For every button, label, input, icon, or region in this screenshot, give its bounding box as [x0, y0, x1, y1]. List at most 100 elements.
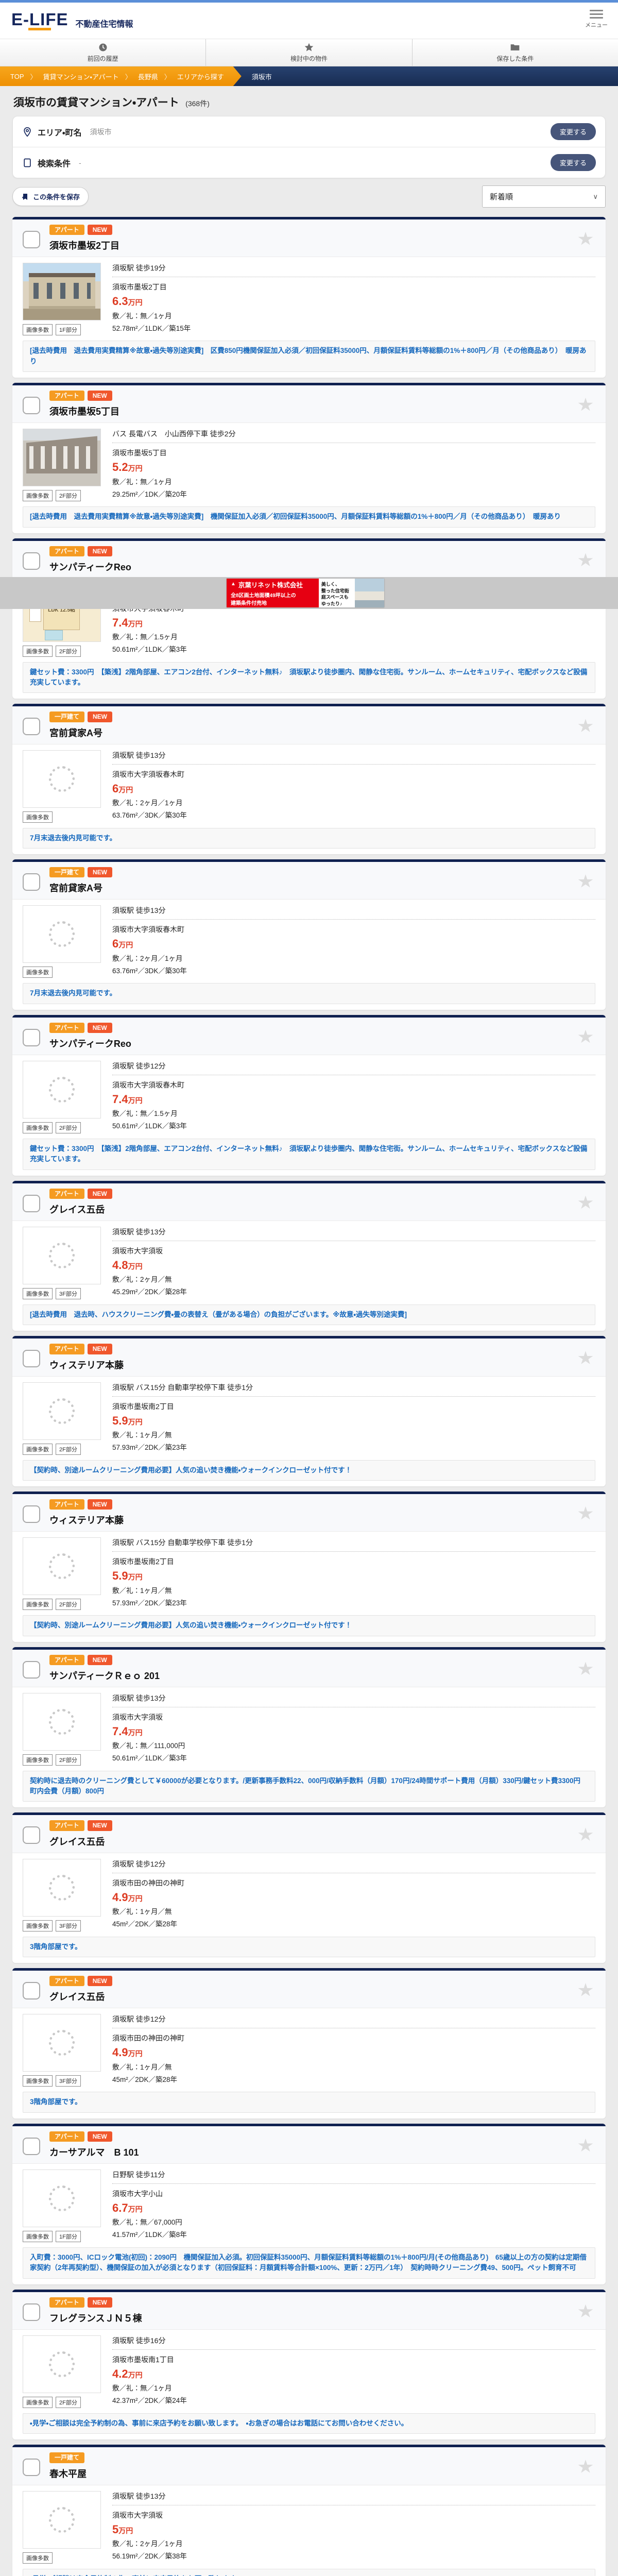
filter-area-value: 須坂市 — [90, 127, 112, 136]
listing-title[interactable]: ウィステリア本藤 — [49, 1515, 124, 1526]
listing-deposit: 敷／礼：2ヶ月／無 — [112, 1276, 172, 1284]
breadcrumb-item[interactable]: 賃貸マンション・アパート — [43, 73, 119, 81]
listing-checkbox[interactable] — [23, 1982, 40, 2000]
listing-thumbnail[interactable] — [23, 1858, 101, 1917]
listing-title[interactable]: 宮前貸家A号 — [49, 883, 102, 894]
listing-thumbnail[interactable] — [23, 2170, 101, 2228]
listing-title[interactable]: サンパティークReo — [49, 562, 131, 572]
breadcrumb-item[interactable]: 長野県 — [138, 73, 158, 81]
favorite-star-icon[interactable] — [578, 719, 593, 732]
listing-title[interactable]: 須坂市墨坂5丁目 — [49, 406, 120, 417]
favorite-star-icon[interactable] — [578, 232, 593, 245]
new-badge: NEW — [87, 225, 112, 235]
listing-thumbnail[interactable] — [23, 2014, 101, 2072]
listing-header: アパート NEW サンパティークReo — [12, 540, 606, 579]
favorite-star-icon[interactable] — [578, 397, 593, 411]
listing-title[interactable]: 春木平屋 — [49, 2468, 87, 2479]
favorite-star-icon[interactable] — [578, 1029, 593, 1043]
save-conditions-button[interactable]: この条件を保存 — [12, 187, 89, 206]
menu-button[interactable]: メニュー — [585, 8, 608, 29]
breadcrumb-item[interactable]: TOP — [10, 72, 24, 80]
listing-title[interactable]: 須坂市墨坂2丁目 — [49, 241, 120, 251]
property-type-badge: 一戸建て — [49, 711, 85, 722]
property-type-badge: アパート — [49, 2131, 84, 2142]
chevron-right-icon: 〉 — [125, 73, 132, 81]
listing-checkbox[interactable] — [23, 396, 40, 414]
photo-label: 2F部分 — [56, 2396, 81, 2408]
listing-checkbox[interactable] — [23, 1028, 40, 1046]
listing-checkbox[interactable] — [23, 1826, 40, 1844]
listing-thumbnail[interactable] — [23, 429, 101, 487]
favorite-star-icon[interactable] — [578, 1506, 593, 1520]
listing-checkbox[interactable] — [23, 1660, 40, 1679]
favorite-star-icon[interactable] — [578, 1983, 593, 1996]
listing-title[interactable]: サンパティークＲｅｏ 201 — [49, 1670, 160, 1681]
listing-thumbnail[interactable] — [23, 905, 101, 963]
favorite-star-icon[interactable] — [578, 2304, 593, 2318]
ad-banner[interactable]: ▲ 京葉リネット株式会社 全8区画土地面積49坪以上の 建築条件付売地 美しく、 整った住… — [227, 578, 384, 607]
listing-checkbox[interactable] — [23, 2303, 40, 2321]
listing-title[interactable]: カーサアルマ B 101 — [49, 2147, 139, 2158]
favorite-star-icon[interactable] — [578, 1827, 593, 1841]
listing-header: アパート NEW カーサアルマ B 101 — [12, 2126, 606, 2164]
favorite-star-icon[interactable] — [578, 874, 593, 888]
listing-checkbox[interactable] — [23, 231, 40, 248]
listing-title[interactable]: ウィステリア本藤 — [49, 1360, 124, 1370]
listing-thumbnail[interactable] — [23, 1692, 101, 1751]
nav-item-favorites[interactable]: 検討中の物件 — [206, 39, 413, 66]
listing-size: 50.61m²／1LDK／築3年 — [112, 1122, 187, 1130]
listing-title[interactable]: グレイス五岳 — [49, 1836, 105, 1847]
favorite-star-icon[interactable] — [578, 2460, 593, 2473]
price-unit: 万円 — [128, 1728, 143, 1737]
change-conditions-button[interactable]: 変更する — [550, 154, 596, 171]
nav-item-saved-conditions[interactable]: 保存した条件 — [413, 39, 618, 66]
listing-checkbox[interactable] — [23, 873, 40, 891]
favorite-star-icon[interactable] — [578, 1195, 593, 1209]
listings: アパート NEW 須坂市墨坂2丁目 画像多数 1F部分 須坂駅 徒歩19分 須坂市… — [0, 217, 618, 2576]
listing-thumbnail[interactable] — [23, 1382, 101, 1440]
listing-thumbnail[interactable] — [23, 263, 101, 321]
listing-title[interactable]: サンパティークReo — [49, 1039, 131, 1049]
result-count: (368件) — [185, 99, 210, 108]
listing-thumbnail[interactable] — [23, 1226, 101, 1284]
listing-checkbox[interactable] — [23, 552, 40, 570]
listing-thumbnail[interactable] — [23, 1061, 101, 1119]
listing-thumbnail[interactable] — [23, 2335, 101, 2393]
change-area-button[interactable]: 変更する — [550, 123, 596, 140]
loading-spinner-icon — [46, 764, 77, 794]
photo-label: 画像多数 — [23, 1599, 53, 1611]
nav-item-history[interactable]: 前回の履歴 — [0, 39, 207, 66]
listing-title[interactable]: グレイス五岳 — [49, 1992, 105, 2003]
favorite-star-icon[interactable] — [578, 2138, 593, 2152]
listing-checkbox[interactable] — [23, 2137, 40, 2155]
favorite-star-icon[interactable] — [578, 1662, 593, 1675]
listing-title[interactable]: グレイス五岳 — [49, 1204, 105, 1215]
loading-spinner-icon — [46, 2183, 77, 2214]
listing-address: 須坂市大字須坂 — [112, 2511, 163, 2519]
listing-station: 須坂駅 徒歩13分 — [112, 1227, 595, 1241]
document-icon — [24, 158, 31, 167]
listing-checkbox[interactable] — [23, 718, 40, 736]
listing-checkbox[interactable] — [23, 1350, 40, 1368]
listing-deposit: 敷／礼：無／1ヶ月 — [112, 2384, 172, 2393]
sort-dropdown[interactable]: 新着順 ∨ — [482, 185, 606, 208]
listing-thumbnail[interactable] — [23, 750, 101, 808]
breadcrumb-item[interactable]: エリアから探す — [177, 73, 224, 81]
breadcrumb-links: TOP 〉 賃貸マンション・アパート 〉 長野県 〉 エリアから探す — [0, 66, 242, 86]
listing-checkbox[interactable] — [23, 1505, 40, 1523]
listing-station: 須坂駅 徒歩13分 — [112, 2491, 595, 2505]
site-logo[interactable]: E-LIFE — [11, 11, 68, 30]
listing-checkbox[interactable] — [23, 1194, 40, 1212]
listing-title[interactable]: フレグランスＪＮ５棟 — [49, 2313, 142, 2324]
listing-checkbox[interactable] — [23, 2459, 40, 2477]
price-unit: 万円 — [128, 298, 143, 307]
listing-thumbnail[interactable] — [23, 2490, 101, 2549]
listing-station: 須坂駅 バス15分 自動車学校停下車 徒歩1分 — [112, 1382, 595, 1397]
favorite-star-icon[interactable] — [578, 1351, 593, 1364]
favorite-star-icon[interactable] — [578, 553, 593, 567]
listing-title[interactable]: 宮前貸家A号 — [49, 727, 102, 738]
loading-spinner-icon — [46, 1395, 77, 1427]
listing-header: アパート NEW ウィステリア本藤 — [12, 1494, 606, 1532]
folder-icon — [510, 44, 520, 50]
listing-thumbnail[interactable] — [23, 1537, 101, 1596]
